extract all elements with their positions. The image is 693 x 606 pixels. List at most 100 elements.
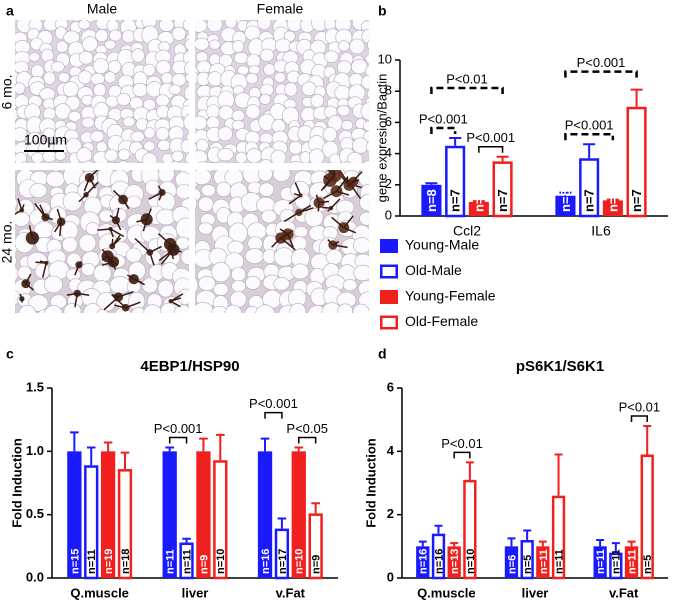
n-label: n=13 — [449, 549, 461, 574]
adipocyte — [338, 5, 352, 17]
adipocyte — [336, 60, 352, 75]
adipocyte — [15, 175, 16, 182]
error-bar — [465, 461, 474, 480]
adipocyte — [206, 104, 220, 119]
micrograph — [195, 170, 369, 313]
adipocyte — [15, 35, 16, 42]
adipocyte — [155, 94, 170, 107]
stain-strand — [118, 291, 134, 298]
adipocyte — [141, 277, 158, 294]
stain-strand — [110, 228, 125, 238]
error-bar — [507, 537, 516, 547]
adipocyte — [361, 74, 369, 90]
stain-strand — [294, 182, 302, 196]
adipocyte — [183, 113, 189, 131]
adipocyte — [195, 37, 210, 51]
y-axis-label: Fold Induction — [9, 438, 24, 528]
adipocyte — [15, 189, 17, 198]
n-label: n=11 — [553, 549, 565, 574]
significance-bracket — [564, 70, 638, 78]
stain-strand — [103, 296, 119, 311]
bar — [84, 465, 99, 580]
stain-strand — [17, 198, 23, 211]
stain-strand — [148, 191, 163, 200]
adipocyte — [195, 170, 212, 185]
adipocyte — [15, 40, 17, 50]
adipocyte — [224, 20, 234, 23]
bar — [308, 513, 323, 580]
adipocyte — [349, 38, 366, 55]
adipocyte — [104, 71, 117, 84]
adipocyte — [78, 20, 91, 30]
stain-strand — [293, 193, 301, 197]
y-tick-label: 8 — [385, 83, 392, 98]
adipocyte — [334, 85, 351, 101]
stain-strand — [145, 208, 152, 220]
adipocyte — [63, 303, 82, 313]
adipocyte — [104, 149, 119, 162]
stain-strand — [85, 181, 99, 196]
stain-strand — [323, 190, 337, 200]
adipocyte — [116, 92, 131, 107]
bar — [551, 495, 566, 580]
adipocyte — [122, 116, 136, 127]
n-label: n=9 — [198, 555, 210, 574]
n-label: n=10 — [465, 549, 477, 574]
adipocyte — [50, 61, 65, 73]
stain-strand — [157, 233, 171, 245]
adipocyte — [183, 85, 189, 101]
stain-strand — [45, 216, 54, 221]
legend-swatch — [380, 290, 398, 304]
adipocyte — [173, 304, 189, 313]
adipocyte — [142, 98, 156, 111]
n-label: n=11 — [595, 549, 607, 574]
error-bar — [418, 540, 427, 547]
stain-strand — [280, 237, 296, 251]
stain-strand — [114, 304, 126, 309]
stain-strand — [122, 199, 130, 210]
adipocyte — [76, 147, 93, 163]
adipocyte — [15, 82, 26, 95]
scale-bar-label: 100µm — [24, 132, 67, 148]
stain-strand — [332, 240, 340, 246]
significance-bracket — [478, 145, 504, 153]
adipocyte — [93, 264, 112, 283]
bar — [579, 158, 600, 218]
adipocyte — [217, 147, 234, 162]
micrograph — [15, 170, 189, 313]
adipocyte — [274, 71, 286, 83]
adipocyte — [2, 118, 13, 128]
stain-strand — [125, 301, 141, 309]
adipocyte — [15, 151, 27, 163]
n-label: n=11 — [626, 549, 638, 574]
stain-strand — [330, 198, 341, 209]
adipocyte — [325, 162, 333, 163]
stain-strand — [287, 233, 294, 248]
stain-strand — [28, 225, 34, 239]
adipocyte — [195, 188, 202, 202]
adipocyte — [31, 152, 44, 163]
error-bar — [627, 540, 636, 547]
stain-strand — [53, 221, 62, 233]
error-bar — [260, 437, 270, 452]
adipocyte — [28, 294, 49, 312]
n-label: n=5 — [522, 555, 534, 574]
adipocyte — [273, 247, 295, 267]
adipocyte — [28, 52, 41, 62]
n-label: n=8 — [558, 189, 573, 212]
stain-strand — [343, 215, 354, 229]
y-tick-label: 4 — [387, 443, 395, 458]
adipocyte — [245, 248, 265, 264]
adipocyte — [257, 170, 273, 182]
adipocyte — [15, 209, 18, 221]
adipocyte — [117, 148, 131, 161]
stain-strand — [271, 237, 282, 248]
adipocyte — [322, 126, 338, 142]
adipocyte — [261, 209, 277, 224]
adipocyte — [67, 110, 82, 122]
adipocyte — [157, 279, 174, 298]
adipocyte — [125, 247, 142, 263]
adipocyte — [30, 64, 45, 79]
adipocyte — [184, 7, 197, 19]
adipocyte — [161, 5, 174, 17]
